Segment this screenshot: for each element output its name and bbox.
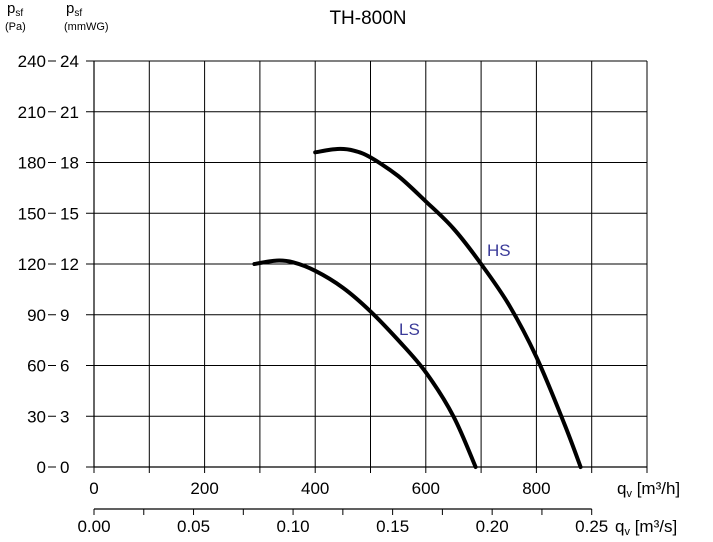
axes	[48, 60, 648, 515]
x-tick-label-m3s: 0.20	[476, 517, 509, 536]
x-tick-label-m3s: 0.00	[77, 517, 110, 536]
y-tick-label-pa: 0	[37, 458, 46, 477]
labels: HS LS TH-800N psf (Pa) psf (mmWG) qv [m³/h] qv […	[5, 0, 680, 538]
y-tick-label-mmwg: 18	[60, 154, 79, 173]
y-tick-label-mmwg: 21	[60, 103, 79, 122]
curve-label-ls: LS	[399, 320, 420, 339]
y-tick-label-pa: 180	[18, 154, 46, 173]
curves	[252, 146, 583, 469]
y-tick-label-mmwg: 24	[60, 52, 79, 71]
x-tick-label-m3h: 0	[89, 479, 98, 498]
y-tick-label-pa: 150	[18, 204, 46, 223]
x-axis-label-m3h: qv [m³/h]	[617, 479, 680, 500]
y-axis-label-mmwg-unit: (mmWG)	[64, 21, 109, 33]
x-tick-label-m3s: 0.15	[376, 517, 409, 536]
y-tick-label-pa: 240	[18, 52, 46, 71]
y-tick-label-pa: 120	[18, 255, 46, 274]
x-tick-label-m3s: 0.10	[277, 517, 310, 536]
chart-title: TH-800N	[329, 8, 406, 29]
y-tick-label-pa: 30	[27, 407, 46, 426]
y-tick-label-pa: 60	[27, 357, 46, 376]
y-tick-label-mmwg: 12	[60, 255, 79, 274]
x-tick-label-m3h: 200	[190, 479, 218, 498]
x-tick-label-m3h: 400	[301, 479, 329, 498]
curve-label-hs: HS	[487, 241, 511, 260]
grid	[94, 60, 648, 467]
y-tick-label-mmwg: 6	[60, 357, 69, 376]
y-tick-label-mmwg: 9	[60, 306, 69, 325]
y-axis-label-pa-unit: (Pa)	[5, 21, 26, 33]
y-tick-label-mmwg: 3	[60, 407, 69, 426]
y-axis-label-mmwg: psf	[66, 0, 82, 19]
x-tick-label-m3h: 800	[522, 479, 550, 498]
y-axis-label-pa: psf	[7, 0, 23, 19]
curve-hs	[313, 146, 583, 469]
x-tick-label-m3h: 600	[412, 479, 440, 498]
x-tick-label-m3s: 0.25	[575, 517, 608, 536]
y-tick-label-mmwg: 0	[60, 458, 69, 477]
y-tick-label-mmwg: 15	[60, 204, 79, 223]
x-tick-label-m3s: 0.05	[177, 517, 210, 536]
y-tick-label-pa: 90	[27, 306, 46, 325]
y-tick-label-pa: 210	[18, 103, 46, 122]
curve-ls	[252, 258, 478, 469]
x-axis-label-m3s: qv [m³/s]	[615, 517, 677, 538]
